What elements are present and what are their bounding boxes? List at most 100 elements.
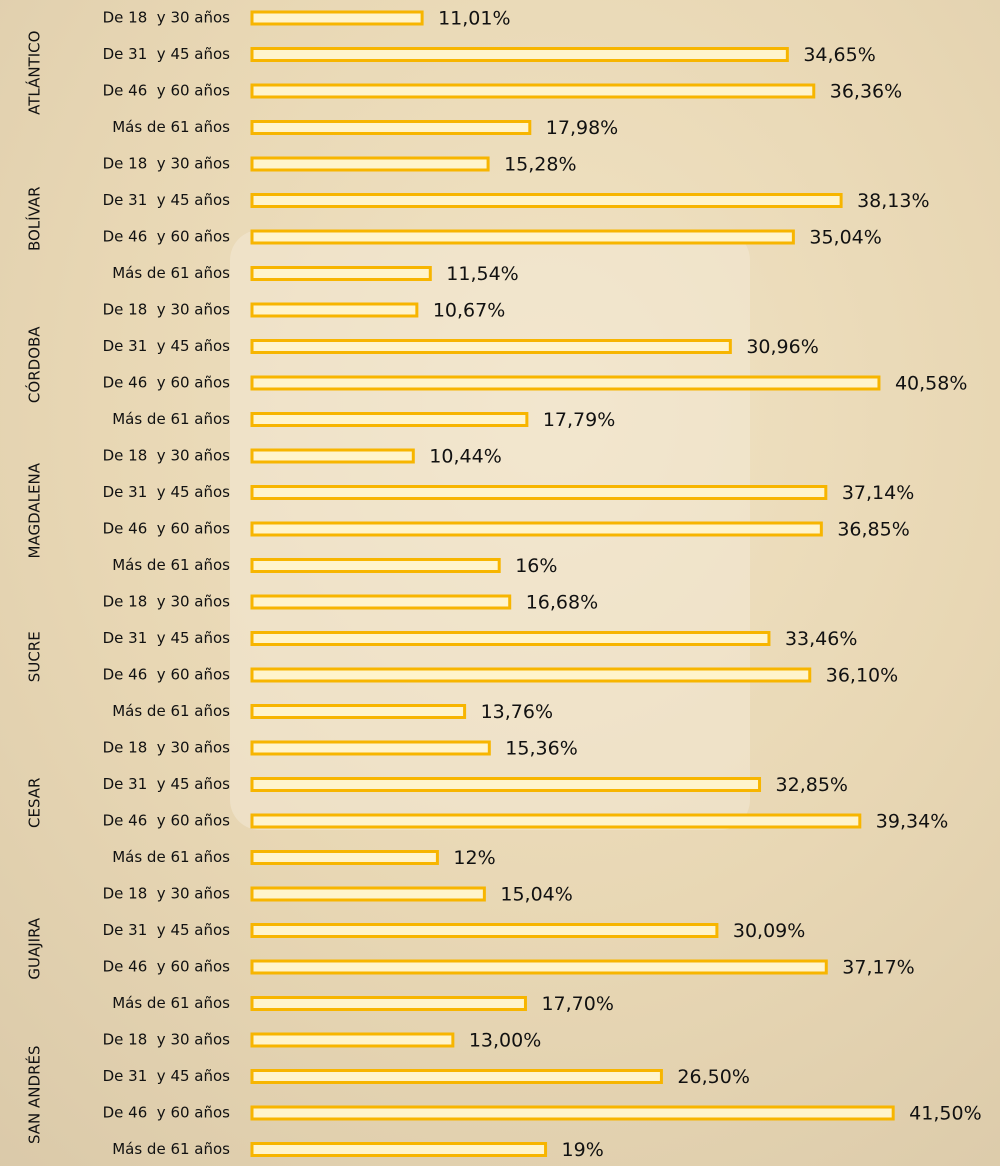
data-label: 30,96% bbox=[746, 336, 818, 358]
group-label: MAGDALENA bbox=[26, 462, 44, 558]
data-label: 13,00% bbox=[469, 1030, 541, 1052]
data-label: 36,85% bbox=[837, 519, 909, 541]
bar bbox=[250, 813, 862, 829]
data-label: 26,50% bbox=[677, 1066, 749, 1088]
category-label: Más de 61 años bbox=[112, 410, 230, 428]
category-label: De 31 y 45 años bbox=[103, 191, 231, 209]
data-label: 10,67% bbox=[433, 300, 505, 322]
category-label: De 18 y 30 años bbox=[103, 593, 231, 611]
category-label: Más de 61 años bbox=[112, 848, 230, 866]
data-label: 11,54% bbox=[446, 263, 518, 285]
group-label: BOLÍVAR bbox=[25, 186, 44, 251]
data-label: 15,28% bbox=[504, 154, 576, 176]
bar bbox=[250, 339, 732, 354]
category-label: De 18 y 30 años bbox=[103, 301, 231, 319]
bar bbox=[250, 448, 415, 464]
bar bbox=[250, 740, 491, 756]
data-label: 13,76% bbox=[481, 701, 553, 723]
bar bbox=[250, 47, 789, 62]
bar bbox=[250, 1032, 455, 1048]
bar bbox=[250, 120, 532, 135]
data-label: 17,70% bbox=[541, 993, 613, 1015]
data-label: 16,68% bbox=[526, 592, 598, 614]
bar bbox=[250, 10, 424, 26]
category-label: De 46 y 60 años bbox=[103, 812, 231, 830]
data-label: 37,14% bbox=[842, 482, 914, 504]
bar bbox=[250, 521, 823, 537]
data-label: 40,58% bbox=[895, 373, 967, 395]
category-label: De 46 y 60 años bbox=[103, 82, 231, 100]
data-label: 10,44% bbox=[429, 446, 501, 468]
data-label: 15,04% bbox=[500, 884, 572, 906]
bar bbox=[250, 1069, 663, 1084]
data-label: 15,36% bbox=[505, 738, 577, 760]
group-label: SUCRE bbox=[26, 631, 44, 682]
category-label: Más de 61 años bbox=[112, 118, 230, 136]
category-label: De 46 y 60 años bbox=[103, 958, 231, 976]
bar bbox=[250, 266, 432, 281]
data-label: 39,34% bbox=[876, 811, 948, 833]
bar bbox=[250, 667, 812, 683]
bar bbox=[250, 302, 419, 318]
group-label: SAN ANDRÉS bbox=[25, 1045, 44, 1144]
category-label: De 18 y 30 años bbox=[103, 739, 231, 757]
data-label: 35,04% bbox=[809, 227, 881, 249]
bar bbox=[250, 631, 771, 646]
data-label: 36,10% bbox=[826, 665, 898, 687]
category-label: De 31 y 45 años bbox=[103, 1067, 231, 1085]
category-label: De 31 y 45 años bbox=[103, 775, 231, 793]
category-label: De 31 y 45 años bbox=[103, 45, 231, 63]
category-label: De 18 y 30 años bbox=[103, 9, 231, 27]
data-label: 33,46% bbox=[785, 628, 857, 650]
category-label: De 18 y 30 años bbox=[103, 155, 231, 173]
data-label: 38,13% bbox=[857, 190, 929, 212]
bar bbox=[250, 959, 828, 975]
bar bbox=[250, 1142, 548, 1157]
bar bbox=[250, 375, 881, 391]
bar bbox=[250, 923, 719, 938]
bar bbox=[250, 1105, 895, 1121]
bar bbox=[250, 485, 828, 500]
bar bbox=[250, 558, 501, 573]
bar bbox=[250, 996, 527, 1011]
category-label: Más de 61 años bbox=[112, 702, 230, 720]
category-label: De 31 y 45 años bbox=[103, 629, 231, 647]
category-label: De 31 y 45 años bbox=[103, 337, 231, 355]
category-label: Más de 61 años bbox=[112, 1140, 230, 1158]
data-label: 17,98% bbox=[546, 117, 618, 139]
data-label: 19% bbox=[562, 1139, 604, 1161]
bar bbox=[250, 229, 795, 245]
group-label: CÓRDOBA bbox=[25, 326, 44, 403]
group-label: ATLÁNTICO bbox=[25, 31, 44, 115]
category-label: De 46 y 60 años bbox=[103, 228, 231, 246]
data-label: 34,65% bbox=[803, 44, 875, 66]
category-label: De 18 y 30 años bbox=[103, 1031, 231, 1049]
data-label: 30,09% bbox=[733, 920, 805, 942]
bar bbox=[250, 412, 529, 427]
category-label: De 46 y 60 años bbox=[103, 1104, 231, 1122]
bar bbox=[250, 704, 467, 719]
category-label: De 31 y 45 años bbox=[103, 921, 231, 939]
category-label: Más de 61 años bbox=[112, 556, 230, 574]
category-label: De 46 y 60 años bbox=[103, 374, 231, 392]
group-label: CESAR bbox=[26, 778, 44, 828]
category-label: De 46 y 60 años bbox=[103, 520, 231, 538]
category-label: Más de 61 años bbox=[112, 994, 230, 1012]
data-label: 16% bbox=[515, 555, 557, 577]
category-label: De 46 y 60 años bbox=[103, 666, 231, 684]
data-label: 36,36% bbox=[830, 81, 902, 103]
data-label: 37,17% bbox=[842, 957, 914, 979]
bar bbox=[250, 594, 512, 610]
data-label: 11,01% bbox=[438, 8, 510, 30]
category-label: De 31 y 45 años bbox=[103, 483, 231, 501]
category-label: De 18 y 30 años bbox=[103, 447, 231, 465]
bar bbox=[250, 193, 843, 208]
bar bbox=[250, 83, 816, 99]
data-label: 32,85% bbox=[776, 774, 848, 796]
group-label: GUAJIRA bbox=[26, 917, 44, 980]
category-label: Más de 61 años bbox=[112, 264, 230, 282]
data-label: 41,50% bbox=[909, 1103, 981, 1125]
bar bbox=[250, 850, 439, 865]
